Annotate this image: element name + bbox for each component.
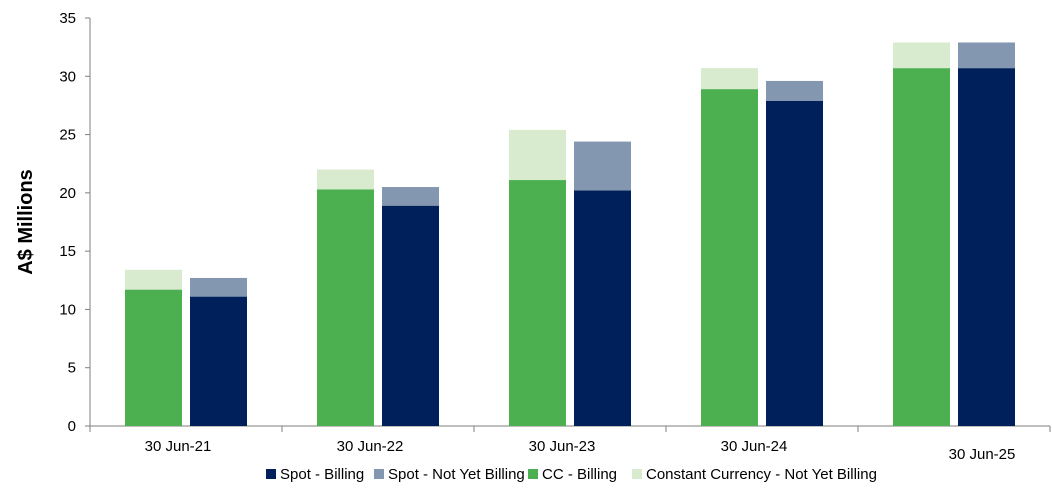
y-tick-label: 5 xyxy=(68,360,76,377)
bar-spot-not-yet-billing xyxy=(766,80,823,101)
x-category-label: 30 Jun-25 xyxy=(949,446,1016,463)
bar-spot-billing xyxy=(958,68,1015,426)
bar-constant-currency-not-yet-billing xyxy=(701,68,758,90)
bar-constant-currency-not-yet-billing xyxy=(317,169,374,190)
bar-cc-billing xyxy=(317,189,374,426)
bar-constant-currency-not-yet-billing xyxy=(125,269,182,290)
x-category-label: 30 Jun-21 xyxy=(145,438,212,455)
y-tick-label: 30 xyxy=(59,68,76,85)
y-tick-label: 20 xyxy=(59,185,76,202)
y-axis-title: A$ Millions xyxy=(15,169,37,275)
legend-swatch xyxy=(632,469,642,479)
y-tick-label: 0 xyxy=(68,418,76,435)
bar-cc-billing xyxy=(125,289,182,426)
bar-spot-not-yet-billing xyxy=(190,277,247,297)
x-category-label: 30 Jun-24 xyxy=(721,438,788,455)
legend-label: CC - Billing xyxy=(542,466,617,483)
bar-spot-not-yet-billing xyxy=(958,42,1015,69)
legend-swatch xyxy=(266,469,276,479)
bar-cc-billing xyxy=(893,68,950,426)
x-category-label: 30 Jun-23 xyxy=(529,438,596,455)
legend-swatch xyxy=(528,469,538,479)
bar-cc-billing xyxy=(701,89,758,426)
bar-spot-billing xyxy=(382,205,439,426)
x-category-label: 30 Jun-22 xyxy=(337,438,404,455)
legend-swatch xyxy=(374,469,384,479)
bar-constant-currency-not-yet-billing xyxy=(509,129,566,181)
legend-label: Spot - Billing xyxy=(280,466,364,483)
bar-spot-billing xyxy=(766,100,823,426)
legend: Spot - Billing Spot - Not Yet Billing CC -… xyxy=(266,466,877,483)
bar-spot-billing xyxy=(574,190,631,426)
legend-label: Spot - Not Yet Billing xyxy=(388,466,525,483)
bar-spot-billing xyxy=(190,296,247,426)
y-tick-label: 35 xyxy=(59,10,76,27)
bar-cc-billing xyxy=(509,180,566,426)
y-axis: 0 5 10 15 20 25 30 35 xyxy=(59,10,91,435)
y-tick-label: 15 xyxy=(59,243,76,260)
y-tick-label: 10 xyxy=(59,301,76,318)
bar-spot-not-yet-billing xyxy=(382,187,439,206)
x-axis: 30 Jun-21 30 Jun-22 30 Jun-23 30 Jun-24 30 J… xyxy=(89,425,1051,463)
bar-spot-not-yet-billing xyxy=(574,141,631,191)
y-tick-label: 25 xyxy=(59,127,76,144)
bar-constant-currency-not-yet-billing xyxy=(893,42,950,69)
bars-area xyxy=(125,42,1015,426)
legend-label: Constant Currency - Not Yet Billing xyxy=(646,466,877,483)
